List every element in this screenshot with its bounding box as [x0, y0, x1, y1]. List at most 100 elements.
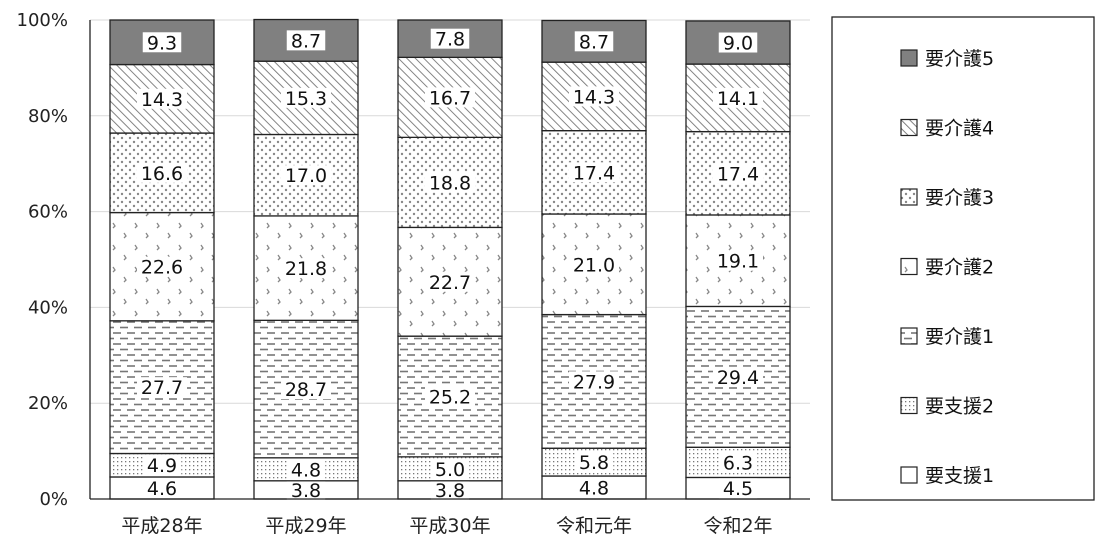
bar-stack: 3.85.0 25.2 22.7 18.8 16.7 7.8	[397, 19, 503, 502]
bar-segment-series-5	[109, 132, 215, 214]
legend-swatch	[900, 188, 918, 206]
data-label-bg	[286, 459, 326, 480]
data-label-bg	[718, 32, 758, 53]
legend-entry: 要介護2	[900, 257, 994, 279]
data-label-bg	[718, 478, 758, 499]
legend-label: 要支援1	[925, 465, 994, 487]
data-label: 29.4	[717, 367, 759, 389]
legend-swatch	[900, 466, 918, 484]
data-label: 4.8	[291, 459, 321, 481]
data-label: 22.7	[429, 272, 471, 294]
data-label-bg	[430, 28, 470, 49]
data-label: 28.7	[285, 379, 327, 401]
data-label: 25.2	[429, 386, 471, 408]
y-tick-label: 0%	[39, 489, 68, 510]
data-label: 9.3	[147, 32, 177, 54]
x-tick-label: 平成30年	[409, 515, 490, 537]
data-label: 21.0	[573, 254, 615, 276]
y-axis: 0% 20% 40% 60% 80% 100%	[17, 10, 810, 510]
data-label-bg	[425, 87, 475, 108]
data-label-bg	[569, 371, 619, 392]
data-label-bg	[574, 452, 614, 473]
data-label: 14.1	[717, 88, 759, 110]
legend-label: 要介護4	[925, 118, 994, 140]
data-label: 5.8	[579, 452, 609, 474]
x-tick-label: 令和2年	[703, 515, 772, 537]
data-label-bg	[569, 254, 619, 275]
data-label-bg	[425, 271, 475, 292]
data-label-bg	[142, 455, 182, 476]
data-label: 4.6	[147, 478, 177, 500]
data-label: 16.7	[429, 87, 471, 109]
legend-entry: 要介護4	[900, 118, 994, 140]
x-axis: 平成28年 平成29年 平成30年 令和元年 令和2年	[121, 515, 772, 537]
data-label-bg	[137, 377, 187, 398]
legend-entry: 要介護1	[900, 326, 994, 348]
legend-label: 要介護5	[925, 48, 994, 70]
data-label: 27.9	[573, 371, 615, 393]
data-label: 14.3	[141, 89, 183, 111]
legend-swatch	[900, 118, 918, 137]
data-label: 8.7	[291, 30, 321, 52]
data-label: 15.3	[285, 88, 327, 110]
data-label: 17.4	[573, 162, 615, 184]
data-label-bg	[281, 87, 331, 108]
bars: 4.64.927.722.616.614.39.33.84.828.721.81…	[109, 18, 791, 502]
data-label: 27.7	[141, 377, 183, 399]
data-label: 18.8	[429, 172, 471, 194]
data-label: 22.6	[141, 257, 183, 279]
legend-swatch	[900, 49, 918, 67]
data-label-bg	[713, 163, 763, 184]
bar-stack: 3.84.8 28.7 21.8 17.0 15.3 8.7	[253, 18, 359, 502]
data-label-bg	[286, 479, 326, 500]
data-label: 17.0	[285, 165, 327, 187]
bar-stack: 4.8 5.8 27.9 21.0 17.4 14.3 8.7	[541, 19, 647, 500]
data-label-bg	[713, 87, 763, 108]
legend-entry: 要介護5	[900, 48, 994, 70]
y-tick-label: 40%	[28, 297, 68, 318]
data-label: 16.6	[141, 163, 183, 185]
data-label-bg	[569, 162, 619, 183]
data-label-bg	[425, 386, 475, 407]
data-label: 7.8	[435, 29, 465, 51]
bar-stack: 4.64.9 27.7 22.6 16.6 14.3 9.3	[109, 19, 215, 500]
legend-entry: 要支援2	[900, 396, 994, 418]
data-label: 3.8	[291, 480, 321, 502]
data-label-bg	[718, 452, 758, 473]
data-label-bg	[713, 366, 763, 387]
data-label: 3.8	[435, 480, 465, 502]
data-label-bg	[142, 32, 182, 53]
data-label-bg	[142, 477, 182, 498]
data-label-bg	[137, 256, 187, 277]
bar-stack: 4.5 6.3 29.4 19.1 17.4 14.1 9.0	[685, 20, 791, 500]
data-label-bg	[281, 258, 331, 279]
y-tick-label: 20%	[28, 393, 68, 414]
x-tick-label: 平成28年	[121, 515, 202, 537]
legend-entry: 要支援1	[900, 465, 994, 487]
data-label-bg	[281, 165, 331, 186]
data-label-bg	[569, 86, 619, 107]
x-tick-label: 平成29年	[265, 515, 346, 537]
data-label: 4.5	[723, 478, 753, 500]
data-label-bg	[574, 31, 614, 52]
data-label: 4.9	[147, 455, 177, 477]
data-label-bg	[137, 88, 187, 109]
data-label: 4.8	[579, 478, 609, 500]
legend-label: 要介護1	[925, 326, 994, 348]
y-tick-label: 60%	[28, 202, 68, 223]
legend-swatch	[900, 396, 918, 415]
data-label: 5.0	[435, 459, 465, 481]
data-label-bg	[713, 250, 763, 271]
data-label-bg	[574, 477, 614, 498]
legend-label: 要介護2	[925, 257, 994, 279]
data-label-bg	[281, 379, 331, 400]
data-label-bg	[286, 30, 326, 51]
data-label: 6.3	[723, 452, 753, 474]
data-label: 17.4	[717, 163, 759, 185]
data-label-bg	[137, 162, 187, 183]
legend-label: 要介護3	[925, 187, 994, 209]
y-tick-label: 100%	[17, 10, 68, 31]
legend-entry: 要介護3	[900, 187, 994, 209]
data-label: 21.8	[285, 258, 327, 280]
